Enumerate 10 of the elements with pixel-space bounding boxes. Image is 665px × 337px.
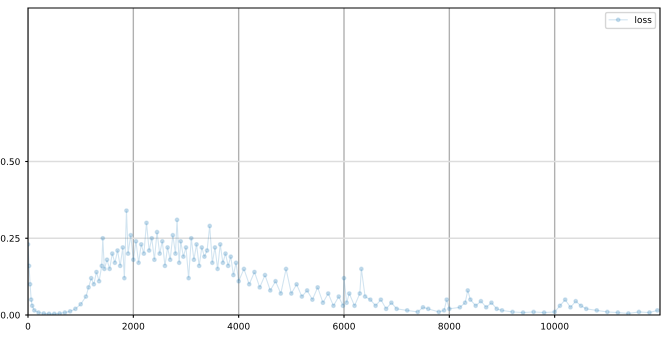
y-tick-label: 0.25	[0, 234, 20, 242]
x-tick-label: 8000	[438, 322, 460, 330]
y-tick-label: 0.50	[0, 158, 20, 166]
y-tick-label: 0.00	[0, 312, 20, 319]
x-tick-label: 2000	[122, 322, 144, 330]
x-tick-label: 6000	[333, 322, 355, 330]
x-tick-label: 4000	[228, 322, 250, 330]
x-tick-label: 10000	[541, 322, 568, 330]
x-tick-label: 0	[26, 322, 30, 330]
legend-label: loss	[635, 16, 652, 24]
